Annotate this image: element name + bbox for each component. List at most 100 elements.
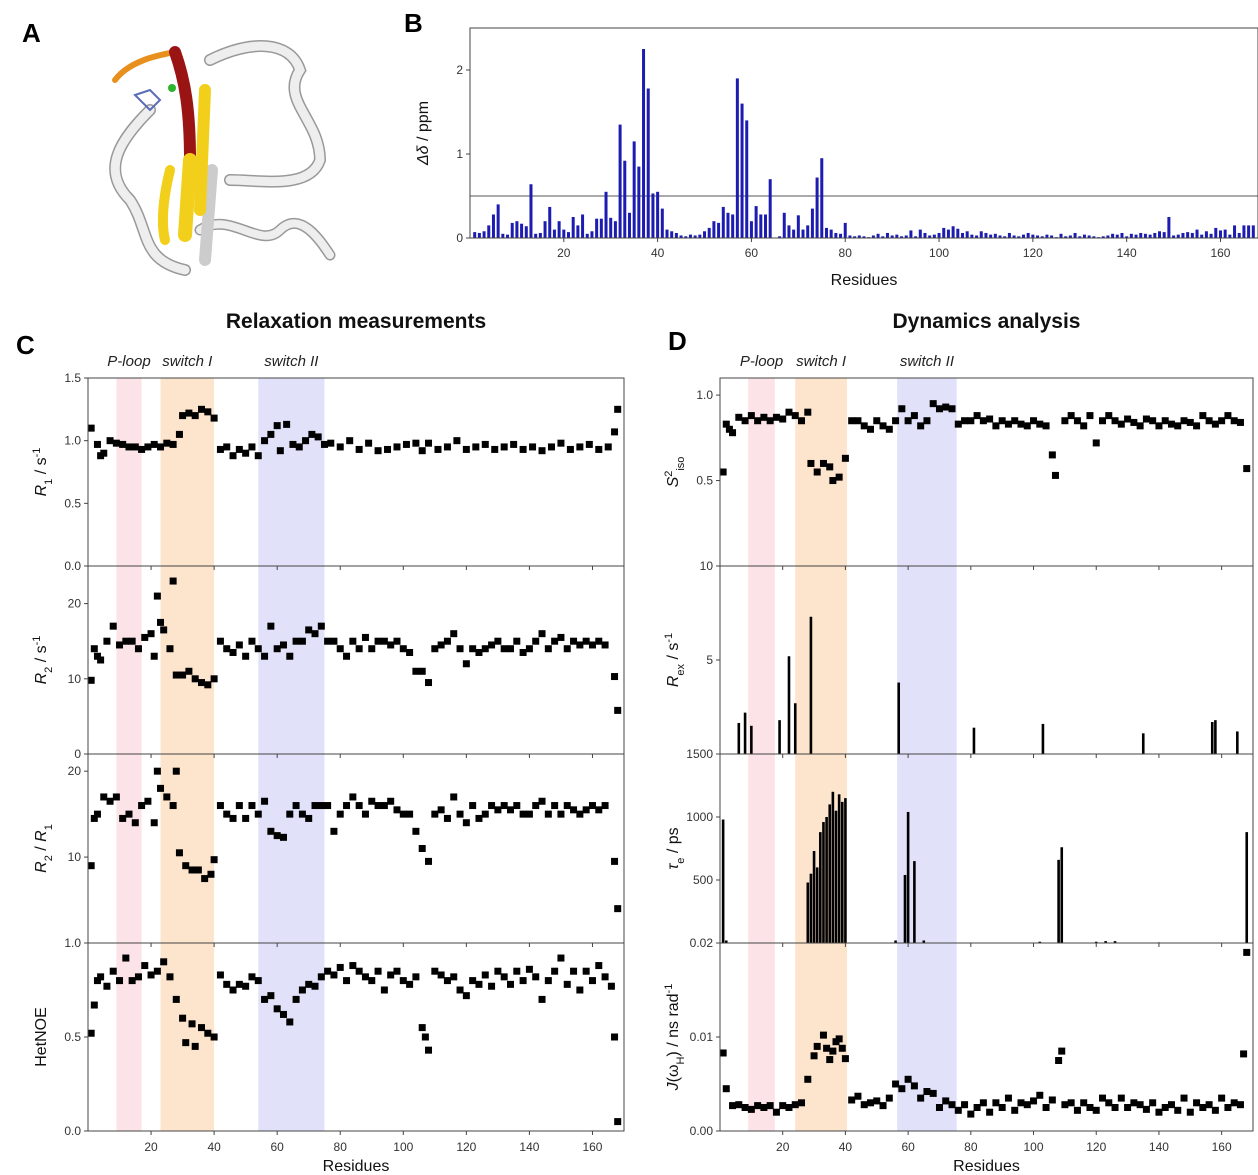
point bbox=[1161, 1104, 1169, 1111]
bar bbox=[1045, 234, 1049, 238]
bar bbox=[1148, 234, 1152, 238]
bar bbox=[897, 682, 901, 754]
bar bbox=[656, 191, 660, 238]
bar bbox=[724, 940, 728, 943]
point bbox=[150, 819, 158, 827]
point bbox=[1023, 1101, 1031, 1109]
bar bbox=[576, 225, 580, 238]
x-tick-label: 40 bbox=[207, 1140, 221, 1154]
point bbox=[729, 1102, 737, 1110]
point bbox=[276, 447, 284, 455]
point bbox=[229, 648, 237, 656]
point bbox=[804, 1075, 812, 1083]
p-loop bbox=[112, 49, 178, 83]
point bbox=[374, 802, 382, 810]
point bbox=[327, 439, 335, 447]
switch-i bbox=[169, 46, 196, 166]
bar bbox=[721, 819, 725, 943]
point bbox=[1004, 420, 1012, 428]
point bbox=[1180, 417, 1188, 425]
point bbox=[125, 443, 133, 451]
y-tick-label: 2 bbox=[456, 63, 463, 77]
point bbox=[144, 797, 152, 805]
bar bbox=[837, 794, 841, 943]
bar bbox=[599, 218, 603, 238]
point bbox=[355, 802, 363, 810]
point bbox=[754, 417, 762, 425]
point bbox=[525, 810, 533, 818]
point bbox=[735, 1101, 743, 1109]
y-tick-label: 500 bbox=[693, 873, 713, 887]
point bbox=[1048, 451, 1056, 459]
bar bbox=[1101, 236, 1105, 238]
y-axis-label: S2iso bbox=[663, 457, 687, 488]
point bbox=[1067, 412, 1075, 420]
point bbox=[169, 440, 177, 448]
bar bbox=[717, 222, 721, 238]
bar bbox=[914, 236, 918, 238]
y-axis-label: R2 / s-1 bbox=[31, 636, 55, 685]
point bbox=[892, 1080, 900, 1088]
point bbox=[1004, 1094, 1012, 1102]
point bbox=[128, 637, 136, 645]
point bbox=[1030, 1097, 1038, 1105]
point bbox=[103, 637, 111, 645]
point bbox=[119, 440, 127, 448]
point bbox=[611, 857, 619, 865]
point bbox=[374, 447, 382, 455]
point bbox=[785, 1104, 793, 1111]
bar bbox=[1214, 227, 1218, 238]
point bbox=[175, 430, 183, 438]
point bbox=[488, 802, 496, 810]
point bbox=[393, 806, 401, 814]
point bbox=[860, 422, 868, 430]
bar bbox=[1204, 231, 1208, 238]
bar bbox=[726, 212, 730, 238]
bar bbox=[520, 223, 524, 238]
bar bbox=[1242, 225, 1246, 238]
point bbox=[182, 862, 190, 870]
bar bbox=[1223, 229, 1227, 238]
bar bbox=[707, 227, 711, 238]
point bbox=[216, 971, 224, 979]
point bbox=[1186, 1108, 1194, 1116]
point bbox=[835, 1035, 843, 1043]
point bbox=[295, 443, 303, 451]
point bbox=[289, 440, 297, 448]
x-tick-label: 100 bbox=[393, 1140, 413, 1154]
point bbox=[106, 797, 114, 805]
point bbox=[355, 645, 363, 653]
bar bbox=[834, 232, 838, 238]
point bbox=[374, 967, 382, 975]
point bbox=[879, 422, 887, 430]
point bbox=[910, 1082, 918, 1090]
bar bbox=[951, 226, 955, 238]
point bbox=[343, 652, 351, 660]
point bbox=[935, 405, 943, 413]
point bbox=[1036, 420, 1044, 428]
point bbox=[365, 439, 373, 447]
point bbox=[601, 802, 609, 810]
point bbox=[519, 648, 527, 656]
point bbox=[860, 1101, 868, 1109]
point bbox=[544, 645, 552, 653]
bar bbox=[534, 233, 538, 238]
point bbox=[848, 417, 856, 425]
point bbox=[336, 963, 344, 971]
point bbox=[425, 1046, 433, 1054]
point bbox=[150, 652, 158, 660]
point bbox=[248, 443, 256, 451]
point bbox=[1155, 422, 1163, 430]
point bbox=[216, 445, 224, 453]
y-tick-label: 0 bbox=[456, 231, 463, 245]
bar bbox=[895, 234, 899, 238]
point bbox=[469, 977, 477, 985]
point bbox=[979, 1099, 987, 1107]
point bbox=[387, 971, 395, 979]
point bbox=[349, 793, 357, 801]
point bbox=[157, 618, 165, 626]
bar bbox=[894, 940, 897, 943]
point bbox=[998, 1104, 1006, 1111]
point bbox=[1205, 1101, 1213, 1109]
point bbox=[198, 679, 206, 687]
